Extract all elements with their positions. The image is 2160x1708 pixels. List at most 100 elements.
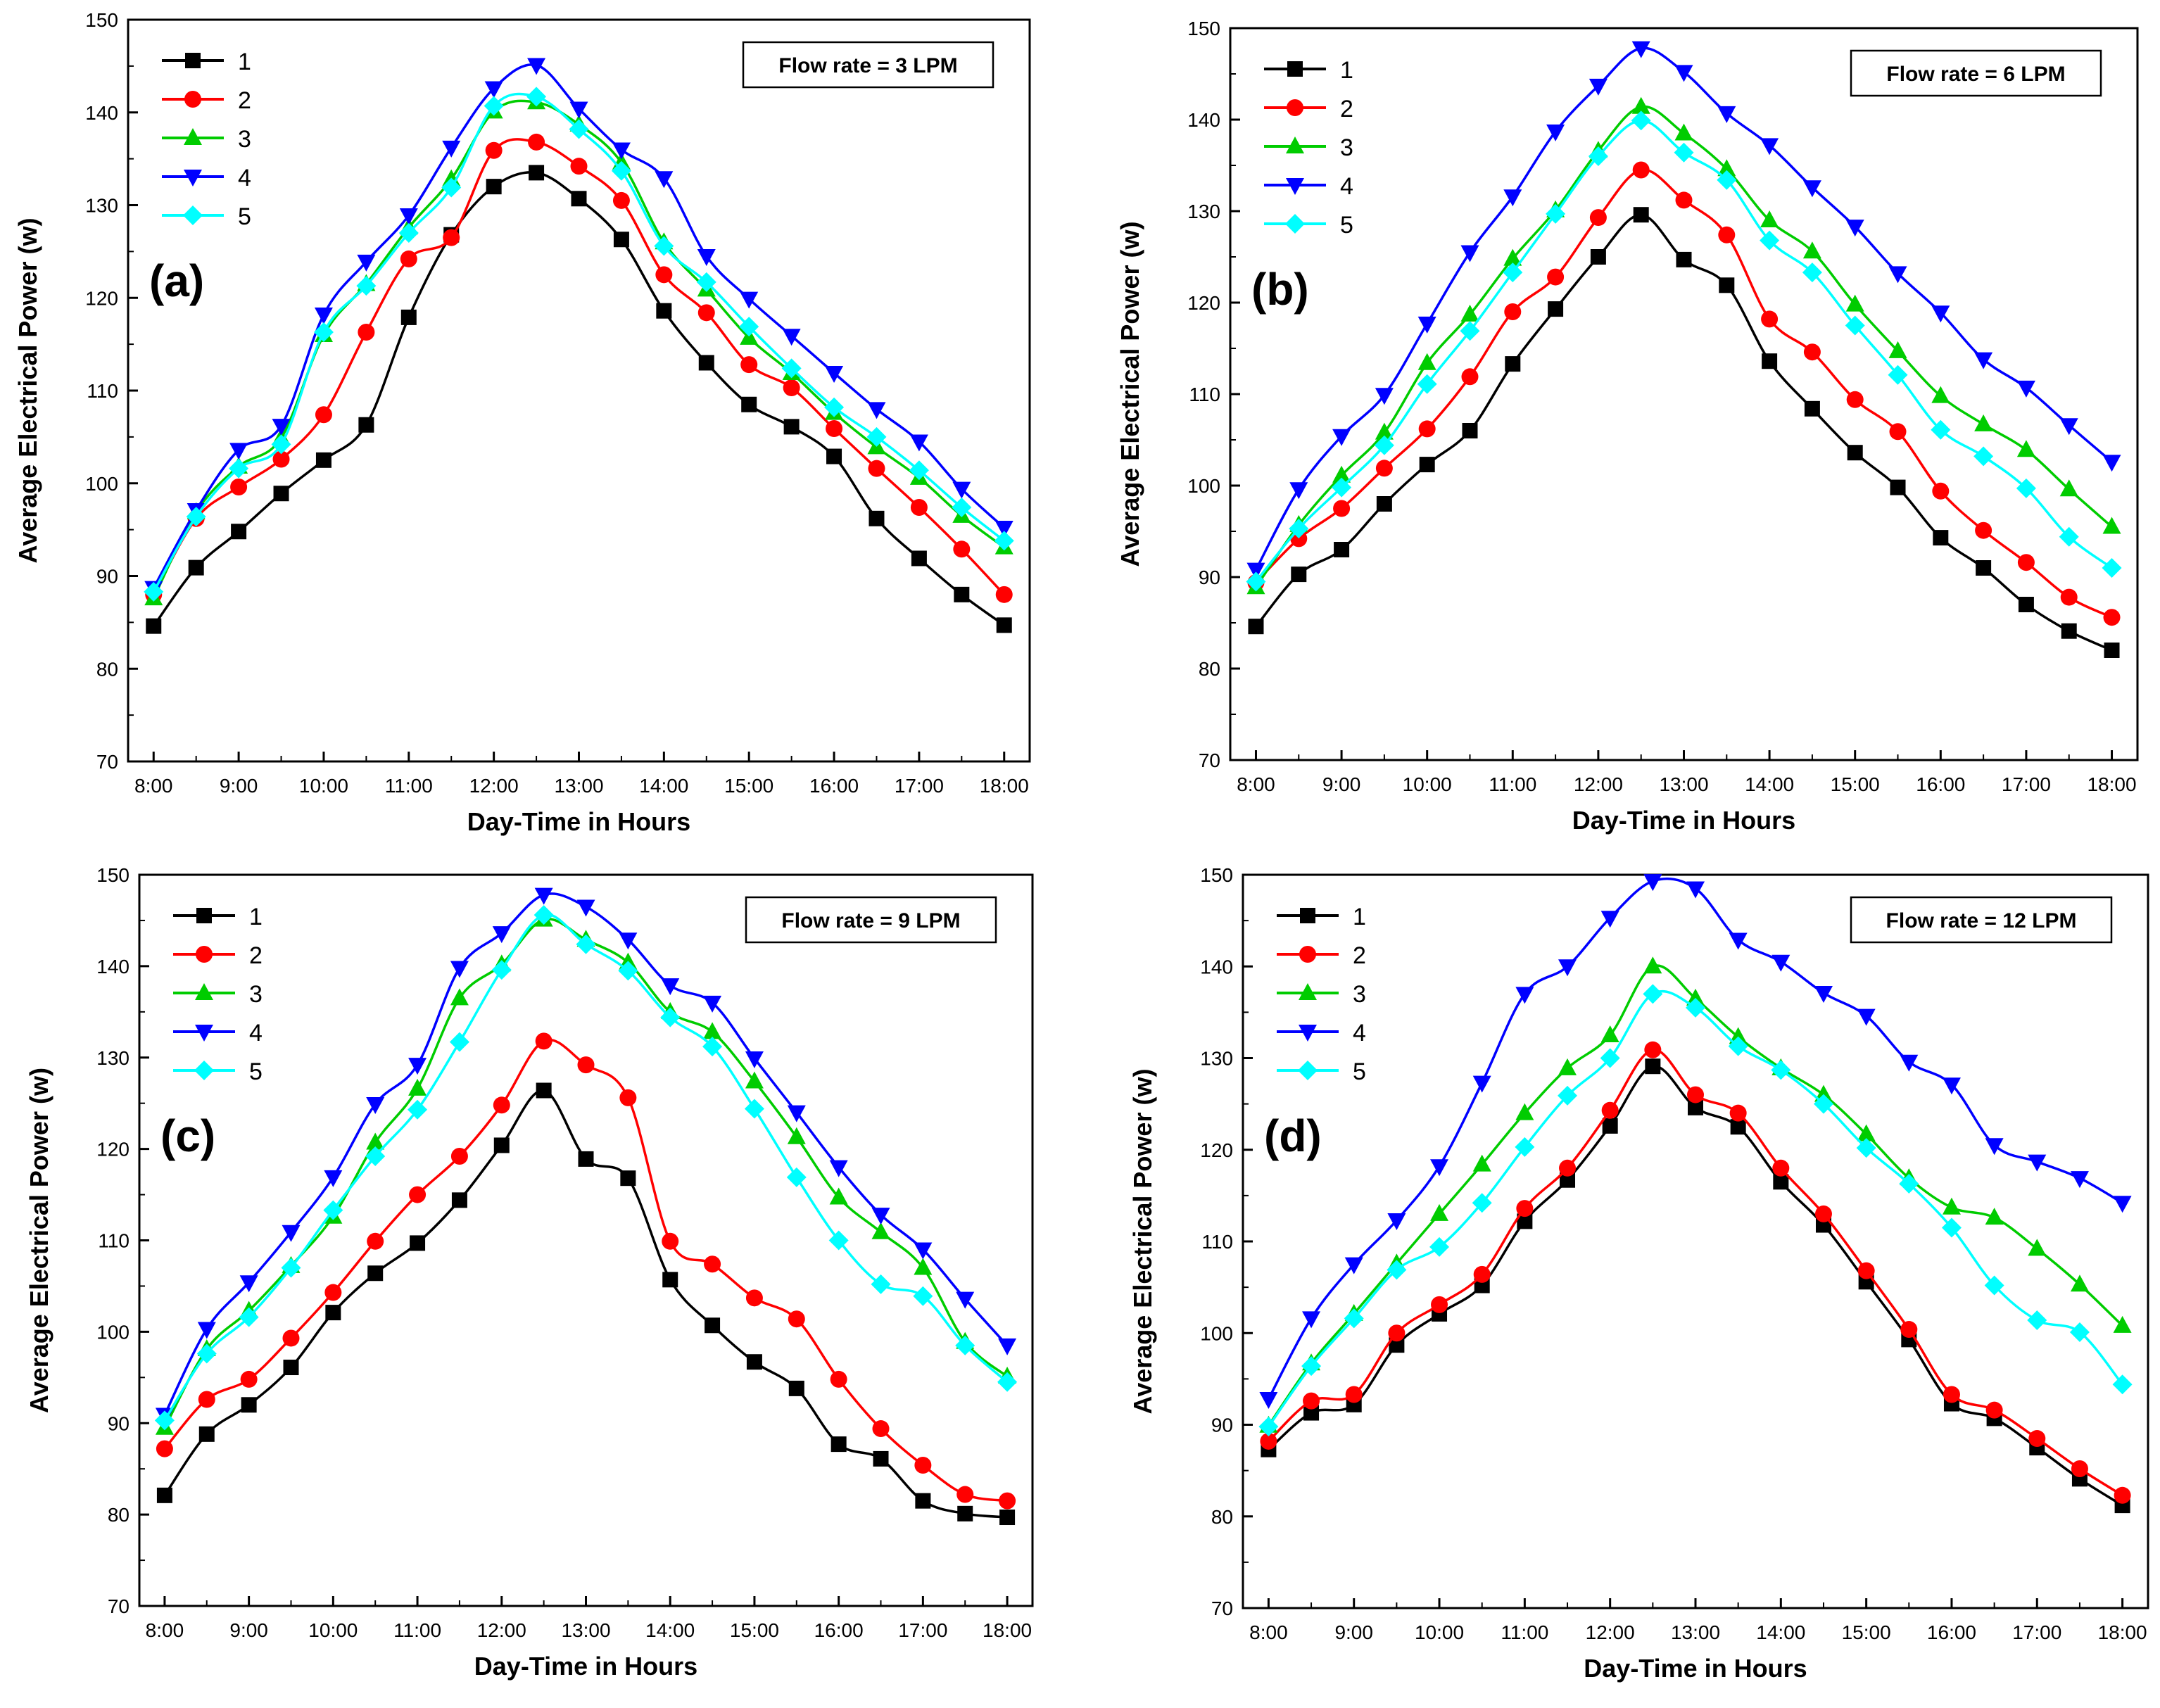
data-point bbox=[2071, 1460, 2088, 1478]
panel-label: (d) bbox=[1264, 1111, 1322, 1161]
data-point bbox=[315, 406, 332, 424]
legend-marker bbox=[196, 946, 213, 963]
legend-label: 4 bbox=[1340, 173, 1353, 200]
legend-label: 1 bbox=[238, 49, 251, 75]
data-point bbox=[1888, 365, 1908, 385]
data-point bbox=[1334, 542, 1350, 557]
data-point bbox=[871, 1274, 891, 1294]
data-point bbox=[529, 165, 545, 181]
data-point bbox=[1975, 521, 1992, 539]
data-point bbox=[1387, 1213, 1406, 1231]
data-point bbox=[1389, 1337, 1405, 1353]
legend-marker bbox=[184, 170, 202, 186]
data-point bbox=[323, 1200, 343, 1220]
series-4 bbox=[1259, 874, 2132, 1410]
data-point bbox=[661, 978, 680, 996]
data-point bbox=[2016, 478, 2036, 498]
data-point bbox=[915, 1493, 931, 1509]
data-point bbox=[1417, 374, 1437, 394]
y-axis: 70 80 90 100 110 120 130 140 150 bbox=[96, 864, 149, 1617]
x-tick-label: 15:00 bbox=[730, 1619, 779, 1641]
data-point bbox=[239, 1307, 259, 1327]
data-point bbox=[739, 317, 759, 337]
data-point bbox=[197, 1322, 216, 1339]
data-point bbox=[1515, 1137, 1535, 1157]
legend-item-5: 5 bbox=[1277, 1058, 1366, 1085]
data-point bbox=[1418, 420, 1436, 438]
data-point bbox=[999, 1510, 1016, 1526]
y-tick-label: 120 bbox=[1187, 292, 1220, 314]
data-point bbox=[1973, 446, 1994, 467]
series-line bbox=[1267, 964, 2123, 1427]
data-point bbox=[1687, 1086, 1704, 1103]
data-point bbox=[741, 396, 757, 412]
data-point bbox=[231, 524, 247, 540]
data-point bbox=[314, 307, 333, 324]
plot-frame bbox=[1242, 873, 2149, 1609]
data-point bbox=[829, 1187, 848, 1205]
data-point bbox=[783, 379, 800, 397]
data-point bbox=[745, 1071, 764, 1089]
data-point bbox=[1560, 1172, 1576, 1188]
data-point bbox=[1303, 1392, 1320, 1410]
data-point bbox=[830, 1436, 847, 1453]
data-point bbox=[744, 1099, 764, 1119]
data-point bbox=[528, 133, 545, 151]
data-point bbox=[1588, 146, 1608, 166]
data-point bbox=[1772, 1159, 1790, 1177]
data-point bbox=[740, 356, 758, 374]
data-point bbox=[569, 101, 588, 119]
data-point bbox=[1846, 391, 1864, 408]
legend-label: 2 bbox=[1353, 942, 1366, 969]
x-tick-label: 13:00 bbox=[1659, 773, 1708, 795]
data-point bbox=[441, 177, 462, 198]
data-point bbox=[1686, 988, 1705, 1006]
x-tick-label: 18:00 bbox=[980, 775, 1029, 797]
data-point bbox=[409, 1186, 427, 1203]
series-line bbox=[152, 171, 1005, 627]
x-tick-label: 13:00 bbox=[1671, 1621, 1720, 1643]
y-tick-label: 150 bbox=[85, 9, 118, 31]
data-point bbox=[1460, 321, 1480, 341]
y-axis: 70 80 90 100 110 120 130 140 150 bbox=[1187, 18, 1240, 771]
data-point bbox=[1246, 571, 1266, 592]
y-tick-label: 90 bbox=[96, 566, 118, 588]
data-point bbox=[1985, 1208, 2004, 1225]
data-point bbox=[196, 1343, 217, 1364]
data-point bbox=[2102, 558, 2122, 578]
data-point bbox=[241, 1397, 257, 1413]
data-point bbox=[1558, 1085, 1578, 1106]
y-axis-title: Average Electrical Power (w) bbox=[1128, 1069, 1157, 1415]
legend-marker bbox=[184, 128, 202, 145]
series-5 bbox=[1258, 984, 2133, 1437]
series-line bbox=[152, 138, 1005, 596]
data-point bbox=[1847, 445, 1863, 461]
series-group bbox=[154, 887, 1018, 1526]
x-tick-label: 16:00 bbox=[1927, 1621, 1976, 1643]
data-point bbox=[1729, 932, 1748, 950]
data-point bbox=[2059, 418, 2078, 436]
data-point bbox=[909, 434, 928, 452]
data-point bbox=[144, 581, 164, 602]
data-point bbox=[2059, 526, 2079, 547]
y-tick-label: 70 bbox=[108, 1595, 130, 1617]
data-point bbox=[2027, 1310, 2047, 1331]
legend-item-2: 2 bbox=[1277, 942, 1366, 969]
data-point bbox=[1644, 1041, 1662, 1058]
y-tick-label: 80 bbox=[96, 658, 118, 680]
data-point bbox=[909, 460, 929, 481]
legend-label: 1 bbox=[1340, 57, 1353, 84]
y-tick-label: 120 bbox=[96, 1139, 130, 1160]
legend: 1 2 3 4 5 bbox=[1277, 904, 1366, 1085]
data-point bbox=[1460, 245, 1479, 262]
data-point bbox=[325, 1305, 341, 1321]
x-tick-label: 10:00 bbox=[299, 775, 348, 797]
data-point bbox=[358, 417, 374, 433]
x-tick-label: 14:00 bbox=[1756, 1621, 1805, 1643]
legend-label: 3 bbox=[1353, 981, 1366, 1008]
x-tick-label: 17:00 bbox=[2002, 773, 2051, 795]
y-tick-label: 80 bbox=[1199, 658, 1220, 680]
data-point bbox=[1600, 911, 1619, 928]
data-point bbox=[995, 586, 1013, 603]
x-axis: 8:00 9:00 10:00 11:00 12:00 13:00 14:00 15:00 16… bbox=[1249, 1598, 2147, 1643]
